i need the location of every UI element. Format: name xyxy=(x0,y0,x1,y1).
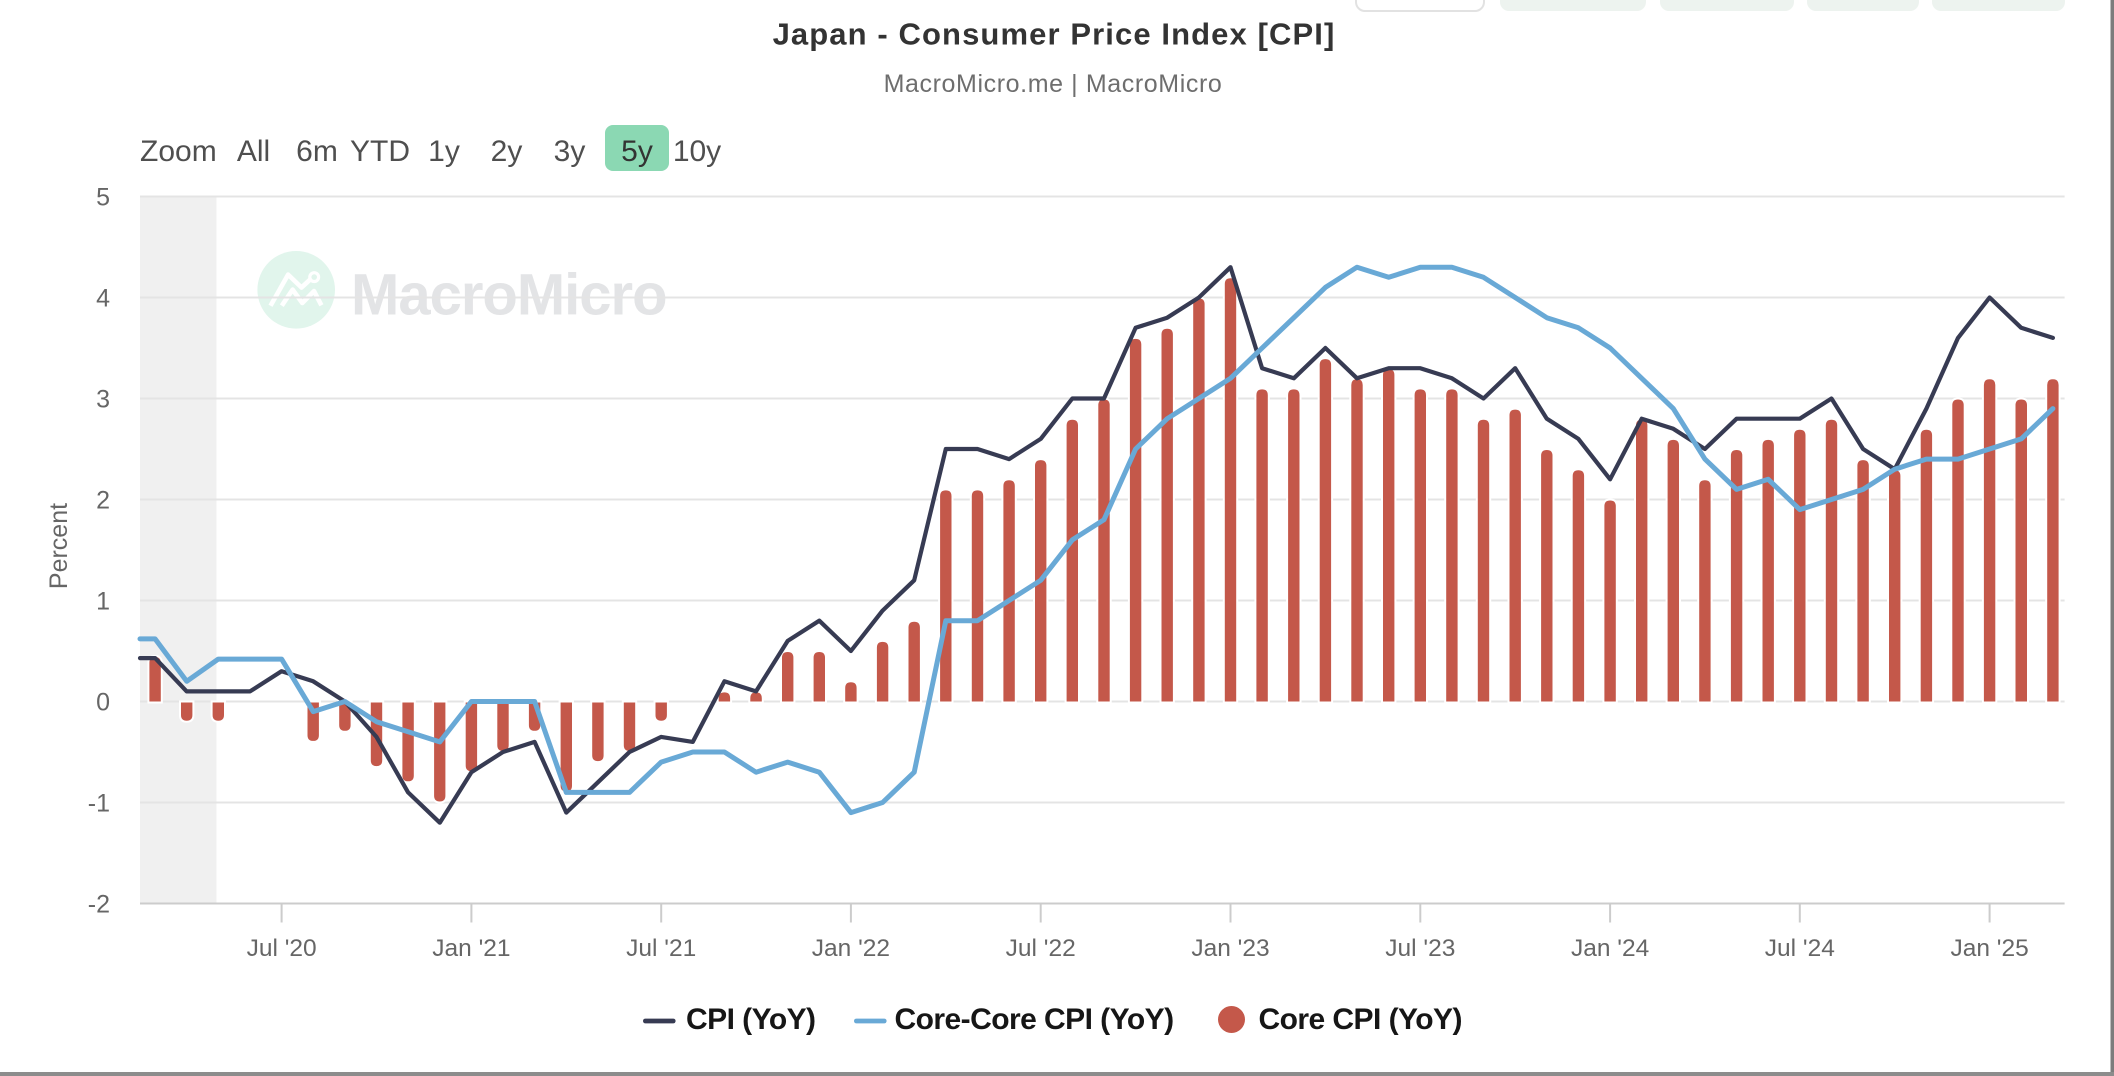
svg-text:All: All xyxy=(237,135,270,168)
svg-text:-1: -1 xyxy=(88,790,110,818)
svg-text:Jan '23: Jan '23 xyxy=(1191,935,1269,962)
svg-text:-2: -2 xyxy=(88,891,110,919)
svg-text:10y: 10y xyxy=(673,135,721,168)
svg-text:Jul '23: Jul '23 xyxy=(1385,935,1455,962)
svg-text:6m: 6m xyxy=(296,135,338,168)
svg-text:Core-Core CPI (YoY): Core-Core CPI (YoY) xyxy=(895,1003,1174,1036)
svg-text:MacroMicro: MacroMicro xyxy=(351,263,667,328)
svg-text:Jul '20: Jul '20 xyxy=(247,935,317,962)
svg-text:5: 5 xyxy=(96,184,110,212)
svg-text:Zoom: Zoom xyxy=(140,135,217,168)
svg-text:Jan '24: Jan '24 xyxy=(1571,935,1649,962)
svg-text:Jul '22: Jul '22 xyxy=(1006,935,1076,962)
svg-text:2y: 2y xyxy=(491,135,523,168)
svg-text:4: 4 xyxy=(96,285,110,313)
svg-text:3y: 3y xyxy=(554,135,586,168)
svg-text:Jan '25: Jan '25 xyxy=(1950,935,2028,962)
svg-text:Jan '22: Jan '22 xyxy=(812,935,890,962)
svg-text:Japan - Consumer Price Index [: Japan - Consumer Price Index [CPI] xyxy=(773,17,1336,52)
svg-text:0: 0 xyxy=(96,689,110,717)
svg-text:5y: 5y xyxy=(621,135,653,168)
svg-text:Core CPI (YoY): Core CPI (YoY) xyxy=(1259,1003,1462,1036)
svg-text:Jul '24: Jul '24 xyxy=(1765,935,1835,962)
svg-text:CPI (YoY): CPI (YoY) xyxy=(686,1003,816,1036)
svg-text:MacroMicro.me | MacroMicro: MacroMicro.me | MacroMicro xyxy=(884,70,1223,98)
svg-text:Jan '21: Jan '21 xyxy=(432,935,510,962)
svg-text:YTD: YTD xyxy=(350,135,410,168)
svg-text:3: 3 xyxy=(96,386,110,414)
svg-text:2: 2 xyxy=(96,487,110,515)
svg-text:Percent: Percent xyxy=(45,503,73,589)
svg-text:1: 1 xyxy=(96,588,110,616)
svg-text:Jul '21: Jul '21 xyxy=(626,935,696,962)
svg-text:1y: 1y xyxy=(428,135,460,168)
